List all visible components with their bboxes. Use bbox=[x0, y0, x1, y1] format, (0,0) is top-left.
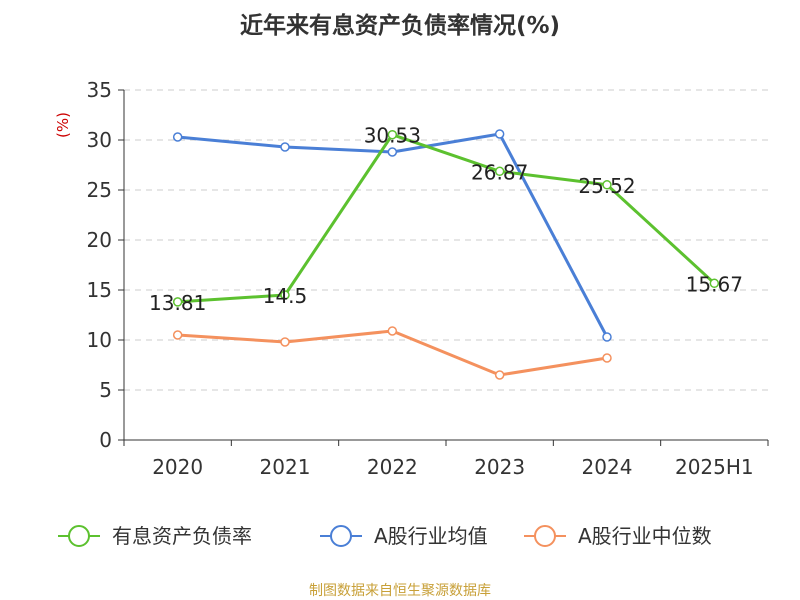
legend-item: A股行业中位数 bbox=[524, 524, 712, 548]
data-label: 13.81 bbox=[149, 291, 206, 315]
data-point bbox=[280, 337, 290, 347]
axes: 0 5 10 15 20 25 30 35 2020 2021 2022 2023 2024 2025H1 bbox=[87, 78, 769, 479]
legend-item: 有息资产负债率 bbox=[58, 524, 252, 548]
data-point bbox=[709, 278, 720, 289]
data-point bbox=[602, 180, 612, 190]
data-label: 25.52 bbox=[578, 174, 635, 198]
y-tick-label: 35 bbox=[87, 78, 112, 102]
y-tick-label: 30 bbox=[87, 128, 112, 152]
data-point bbox=[280, 142, 290, 152]
data-point bbox=[602, 332, 612, 342]
x-tick-label: 2022 bbox=[367, 455, 418, 479]
x-tick-label: 2025H1 bbox=[675, 455, 754, 479]
series-line bbox=[177, 133, 716, 304]
series-line bbox=[177, 329, 608, 377]
data-point bbox=[602, 353, 612, 363]
legend: 有息资产负债率 A股行业均值 A股行业中位数 bbox=[58, 524, 712, 548]
grid-lines bbox=[124, 89, 768, 391]
data-point bbox=[172, 330, 183, 340]
y-tick-label: 25 bbox=[87, 178, 112, 202]
data-point bbox=[172, 132, 183, 142]
y-axis-unit-label: (%) bbox=[54, 112, 72, 138]
data-point bbox=[280, 290, 290, 300]
data-labels: 13.81 14.5 30.53 26.87 25.52 15.67 bbox=[149, 124, 743, 315]
legend-label: A股行业中位数 bbox=[578, 524, 712, 548]
data-point bbox=[387, 147, 398, 157]
data-label: 26.87 bbox=[471, 160, 528, 184]
source-note: 制图数据来自恒生聚源数据库 bbox=[309, 583, 491, 599]
data-point bbox=[387, 129, 398, 140]
x-tick-label: 2021 bbox=[260, 455, 311, 479]
legend-marker bbox=[330, 525, 352, 547]
data-label: 15.67 bbox=[686, 272, 743, 296]
legend-label: A股行业均值 bbox=[374, 524, 488, 548]
series-lines bbox=[172, 129, 720, 380]
data-point bbox=[494, 370, 505, 380]
y-tick-label: 15 bbox=[87, 278, 112, 302]
legend-marker bbox=[68, 525, 90, 547]
x-tick-label: 2020 bbox=[152, 455, 203, 479]
x-tick-label: 2024 bbox=[582, 455, 633, 479]
data-label: 30.53 bbox=[364, 124, 421, 148]
y-tick-label: 0 bbox=[99, 428, 112, 452]
legend-marker bbox=[534, 525, 556, 547]
data-point bbox=[387, 326, 398, 336]
y-tick-label: 20 bbox=[87, 228, 112, 252]
data-point bbox=[494, 166, 505, 177]
y-tick-label: 5 bbox=[99, 378, 112, 402]
data-point bbox=[494, 129, 505, 139]
data-point bbox=[172, 297, 183, 307]
chart-title: 近年来有息资产负债率情况(%) bbox=[240, 12, 560, 39]
data-label: 14.5 bbox=[263, 284, 308, 308]
x-tick-label: 2023 bbox=[474, 455, 525, 479]
y-tick-label: 10 bbox=[87, 328, 112, 352]
legend-label: 有息资产负债率 bbox=[112, 524, 252, 548]
legend-item: A股行业均值 bbox=[320, 524, 488, 548]
series-line bbox=[177, 132, 609, 338]
